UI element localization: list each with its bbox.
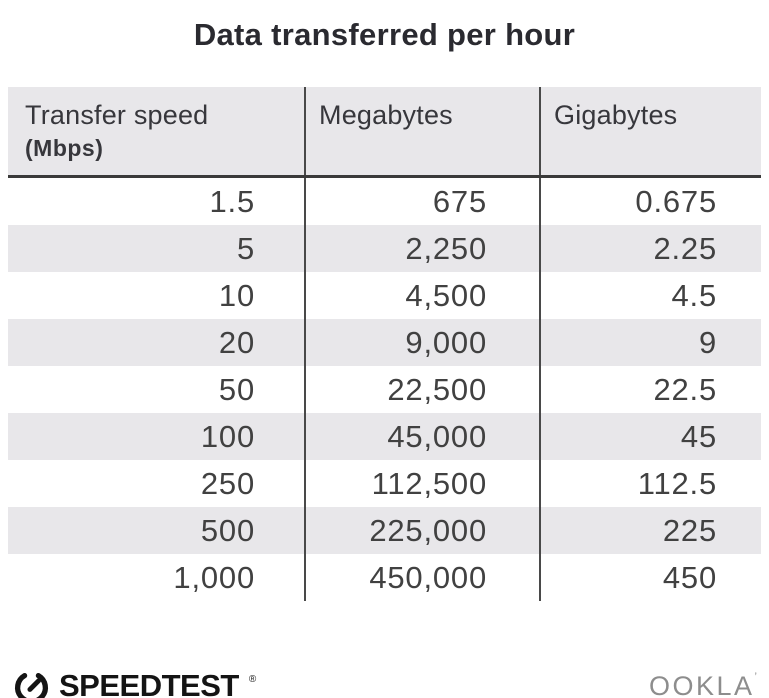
table-row: 50 22,500 22.5 — [8, 366, 761, 413]
cell-speed: 10 — [218, 277, 255, 313]
cell-gigabytes: 112.5 — [539, 460, 761, 507]
ookla-logo: OOKLA ’ — [649, 669, 757, 698]
speedtest-gauge-icon — [13, 668, 50, 698]
cell-speed: 500 — [200, 512, 255, 548]
table-row: 10 4,500 4.5 — [8, 272, 761, 319]
col-header-transfer-speed-unit: (Mbps) — [25, 135, 104, 161]
cell-gigabytes: 225 — [539, 507, 761, 554]
col-header-gigabytes: Gigabytes — [539, 87, 761, 175]
infographic: Data transferred per hour Transfer speed… — [0, 17, 769, 698]
cell-speed: 5 — [236, 230, 255, 266]
registered-trademark-icon: ® — [248, 673, 257, 685]
cell-speed: 20 — [218, 324, 255, 360]
ookla-wordmark: OOKLA — [649, 671, 755, 698]
cell-gigabytes: 22.5 — [539, 366, 761, 413]
cell-megabytes: 22,500 — [304, 366, 539, 413]
cell-gigabytes: 2.25 — [539, 225, 761, 272]
col-header-transfer-speed-label: Transfer speed — [25, 100, 209, 130]
footer: SPEEDTEST ® OOKLA ’ — [13, 663, 757, 698]
table-row: 100 45,000 45 — [8, 413, 761, 460]
table-header-row: Transfer speed (Mbps) Megabytes Gigabyte… — [8, 87, 761, 178]
speedtest-wordmark: SPEEDTEST — [59, 668, 239, 698]
speedtest-logo: SPEEDTEST ® — [13, 668, 256, 698]
cell-megabytes: 45,000 — [304, 413, 539, 460]
data-table: Transfer speed (Mbps) Megabytes Gigabyte… — [8, 87, 761, 601]
cell-megabytes: 112,500 — [304, 460, 539, 507]
table-row: 1,000 450,000 450 — [8, 554, 761, 601]
cell-megabytes: 450,000 — [304, 554, 539, 601]
table-row: 250 112,500 112.5 — [8, 460, 761, 507]
table-row: 1.5 675 0.675 — [8, 178, 761, 225]
cell-gigabytes: 4.5 — [539, 272, 761, 319]
cell-gigabytes: 0.675 — [539, 178, 761, 225]
cell-gigabytes: 450 — [539, 554, 761, 601]
cell-gigabytes: 9 — [539, 319, 761, 366]
cell-megabytes: 675 — [304, 178, 539, 225]
col-header-megabytes: Megabytes — [304, 87, 539, 175]
table-row: 5 2,250 2.25 — [8, 225, 761, 272]
cell-megabytes: 2,250 — [304, 225, 539, 272]
cell-megabytes: 9,000 — [304, 319, 539, 366]
cell-speed: 1.5 — [209, 183, 255, 219]
cell-speed: 50 — [218, 371, 255, 407]
cell-speed: 250 — [200, 465, 255, 501]
table-row: 500 225,000 225 — [8, 507, 761, 554]
cell-gigabytes: 45 — [539, 413, 761, 460]
cell-speed: 100 — [200, 418, 255, 454]
col-header-transfer-speed: Transfer speed (Mbps) — [8, 87, 304, 175]
cell-speed: 1,000 — [173, 559, 255, 595]
cell-megabytes: 225,000 — [304, 507, 539, 554]
cell-megabytes: 4,500 — [304, 272, 539, 319]
trademark-tick-icon: ’ — [754, 671, 757, 683]
table-row: 20 9,000 9 — [8, 319, 761, 366]
page-title: Data transferred per hour — [193, 17, 576, 52]
